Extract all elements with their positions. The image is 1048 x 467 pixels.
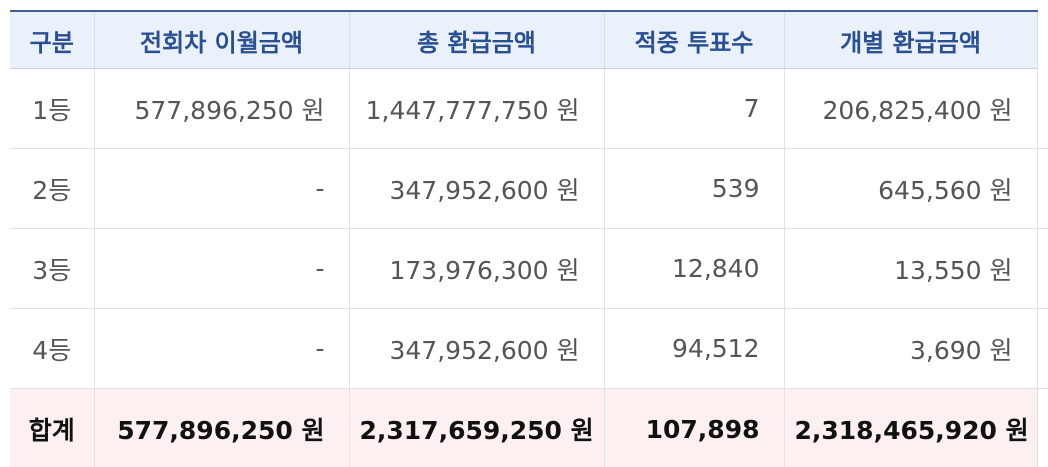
header-votes: 적중 투표수 bbox=[604, 10, 785, 69]
row-edge bbox=[1037, 308, 1048, 389]
carryover-cell: - bbox=[94, 228, 350, 309]
table-row: 4등 - 347,952,600 원 94,512 3,690 원 bbox=[10, 308, 1048, 389]
total-label-cell: 합계 bbox=[10, 388, 95, 467]
table-row: 3등 - 173,976,300 원 12,840 13,550 원 bbox=[10, 228, 1048, 309]
individual-refund-cell: 645,560 원 bbox=[784, 148, 1038, 229]
carryover-cell: - bbox=[94, 148, 350, 229]
total-refund-cell: 1,447,777,750 원 bbox=[349, 68, 605, 149]
total-refund-cell: 173,976,300 원 bbox=[349, 228, 605, 309]
header-individual-refund: 개별 환급금액 bbox=[784, 10, 1038, 69]
rank-cell: 4등 bbox=[10, 308, 95, 389]
carryover-cell: 577,896,250 원 bbox=[94, 68, 350, 149]
votes-cell: 7 bbox=[604, 68, 785, 149]
total-carryover-cell: 577,896,250 원 bbox=[94, 388, 350, 467]
row-edge bbox=[1037, 148, 1048, 229]
total-refund-cell: 347,952,600 원 bbox=[349, 148, 605, 229]
individual-refund-cell: 206,825,400 원 bbox=[784, 68, 1038, 149]
row-edge bbox=[1037, 228, 1048, 309]
total-votes-cell: 107,898 bbox=[604, 388, 785, 467]
header-rank: 구분 bbox=[10, 10, 95, 69]
individual-refund-cell: 3,690 원 bbox=[784, 308, 1038, 389]
header-carryover: 전회차 이월금액 bbox=[94, 10, 350, 69]
rank-cell: 1등 bbox=[10, 68, 95, 149]
votes-cell: 12,840 bbox=[604, 228, 785, 309]
rank-cell: 3등 bbox=[10, 228, 95, 309]
table-row: 1등 577,896,250 원 1,447,777,750 원 7 206,8… bbox=[10, 68, 1048, 149]
total-refund-sum-cell: 2,317,659,250 원 bbox=[349, 388, 605, 467]
votes-cell: 94,512 bbox=[604, 308, 785, 389]
header-row: 구분 전회차 이월금액 총 환급금액 적중 투표수 개별 환급금액 bbox=[10, 10, 1048, 69]
rank-cell: 2등 bbox=[10, 148, 95, 229]
total-individual-refund-cell: 2,318,465,920 원 bbox=[784, 388, 1038, 467]
votes-cell: 539 bbox=[604, 148, 785, 229]
refund-table: 구분 전회차 이월금액 총 환급금액 적중 투표수 개별 환급금액 1등 577… bbox=[10, 10, 1048, 467]
row-edge bbox=[1037, 68, 1048, 149]
total-row: 합계 577,896,250 원 2,317,659,250 원 107,898… bbox=[10, 388, 1048, 467]
table-row: 2등 - 347,952,600 원 539 645,560 원 bbox=[10, 148, 1048, 229]
header-edge bbox=[1037, 11, 1048, 69]
total-refund-cell: 347,952,600 원 bbox=[349, 308, 605, 389]
row-edge bbox=[1037, 388, 1048, 467]
header-total-refund: 총 환급금액 bbox=[349, 10, 605, 69]
individual-refund-cell: 13,550 원 bbox=[784, 228, 1038, 309]
carryover-cell: - bbox=[94, 308, 350, 389]
